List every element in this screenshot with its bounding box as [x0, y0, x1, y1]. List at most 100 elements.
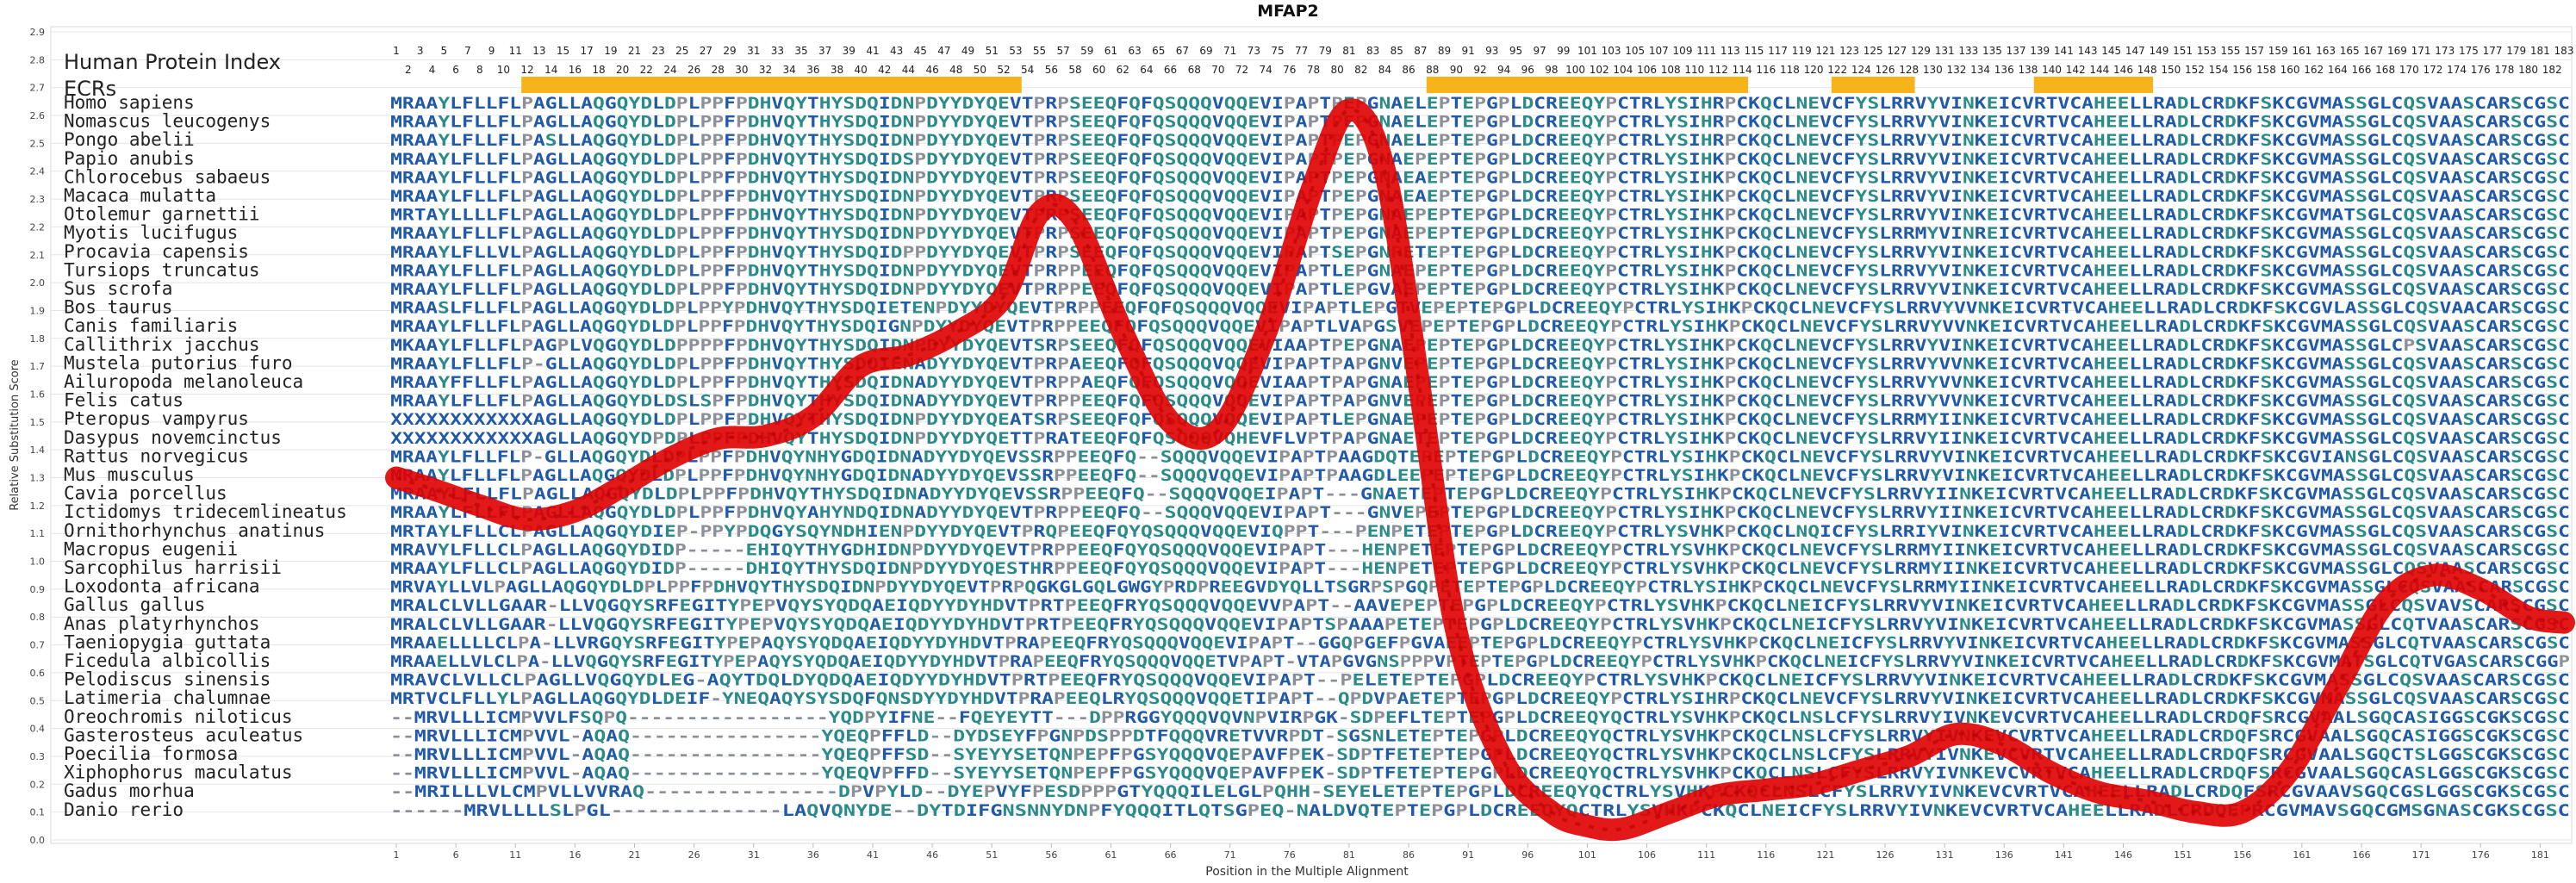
sequence-residues: QQE: [1219, 540, 1254, 559]
sequence-residues: A: [1391, 410, 1403, 429]
sequence-residues: AAA: [1348, 615, 1384, 634]
sequence-residues: L: [1510, 94, 1522, 113]
sequence-residues: Y: [1926, 336, 1938, 355]
sequence-residues: K: [1975, 150, 1987, 169]
sequence-residues: VT: [1006, 540, 1030, 559]
sequence-residues: CAR: [2474, 522, 2511, 541]
sequence-residues: P: [1474, 429, 1486, 448]
sequence-residues: S: [2461, 596, 2473, 615]
sequence-residues: P: [734, 299, 746, 318]
sequence-residues: V: [1683, 764, 1696, 783]
sequence-residues: HEE: [2094, 224, 2129, 243]
sequence-residues: E: [2001, 299, 2013, 318]
sequence-residues: F: [1387, 633, 1398, 652]
sequence-residues: DYYDYQE: [926, 187, 1010, 206]
sequence-residues: LCR: [2185, 596, 2222, 615]
y-tick-label: 0.7: [30, 640, 46, 651]
sequence-residues: H: [1701, 131, 1713, 150]
sequence-residues: YS: [1670, 708, 1693, 727]
sequence-residues: H: [1701, 392, 1713, 411]
sequence-residues: DYYDYQE: [926, 410, 1010, 429]
sequence-residues: PPP: [1080, 782, 1117, 801]
sequence-residues: P: [1355, 373, 1367, 392]
sequence-residues: QY: [783, 224, 807, 243]
sequence-row: MRALCLVLLGAAR - LLV Q G QYS RF E GIT Y P E P V QYSYQDQ…: [390, 615, 2570, 634]
sequence-residues: RF: [645, 633, 669, 652]
sequence-residues: DQ: [852, 447, 875, 466]
sequence-residues: K: [1975, 354, 1987, 373]
sequence-residues: PP: [1061, 485, 1085, 504]
sequence-residues: P: [1445, 466, 1457, 485]
sequence-residues: T: [744, 671, 756, 690]
sequence-residues: YS: [1839, 671, 1864, 690]
sequence-residues: S: [2412, 782, 2424, 801]
sequence-residues: QS: [2399, 671, 2424, 690]
sequence-residues: EQ: [1093, 373, 1117, 392]
sequence-residues: CTRL: [1617, 94, 1664, 113]
sequence-residues: CL: [1776, 447, 1800, 466]
sequence-residues: E: [1456, 764, 1468, 783]
sequence-residues: P: [1284, 392, 1296, 411]
sequence-residues: S: [2511, 243, 2523, 262]
sequence-residues: QQE: [1229, 485, 1265, 504]
sequence-residues: CK: [1763, 578, 1786, 597]
sequence-residues: S: [1385, 317, 1397, 336]
sequence-residues: P: [1291, 671, 1304, 690]
sequence-residues: P: [1462, 596, 1474, 615]
sequence-residues: QY: [783, 168, 807, 187]
sequence-residues: LCR: [2189, 336, 2225, 355]
sequence-residues: F: [724, 94, 736, 113]
sequence-residues: H: [1705, 466, 1717, 485]
sequence-residues: P: [1439, 150, 1451, 169]
sequence-residues: EEQY: [1563, 540, 1611, 559]
sequence-residues: L: [1510, 503, 1522, 522]
sequence-residues: P: [1034, 261, 1046, 280]
sequence-residues: IFG: [966, 801, 1003, 820]
sequence-residues: V: [1204, 615, 1216, 634]
sequence-residues: V: [771, 336, 783, 355]
sequence-residues: LLRA: [2129, 503, 2177, 522]
sequence-residues: S: [2460, 801, 2472, 820]
sequence-residues: T: [1319, 224, 1331, 243]
sequence-residues: -: [710, 689, 722, 708]
sequence-residues: Q: [1358, 801, 1370, 820]
sequence-residues: P: [1413, 671, 1425, 690]
sequence-residues: QQE: [1224, 150, 1260, 169]
sequence-residues: L: [652, 392, 664, 411]
sequence-residues: T: [1451, 131, 1463, 150]
sequence-residues: L: [652, 280, 664, 299]
sequence-residues: P: [1600, 485, 1612, 504]
sequence-residues: VCF: [1820, 113, 1855, 132]
sequence-residues: Y: [724, 522, 736, 541]
sequence-residues: QYQSQQQ: [1124, 540, 1207, 559]
sequence-residues: T: [1319, 243, 1331, 262]
sequence-residues: LCR: [2189, 280, 2225, 299]
sequence-residues: T: [1450, 410, 1462, 429]
sequence-residues: GLC: [2368, 466, 2404, 485]
sequence-residues: QYSYQDQ: [769, 652, 849, 671]
sequence-residues: D: [1510, 596, 1522, 615]
sequence-row: MRAA S LFLLFL P AGLLA Q G QYD L D P L PP Y P DH V QY T HYSD…: [390, 299, 2570, 318]
sequence-residues: EEQY: [1558, 261, 1606, 280]
sequence-residues: QS: [2404, 317, 2427, 336]
sequence-residues: GIT: [691, 596, 727, 615]
sequence-row: MKAA Y LFLLFL P AG P LV Q G QYD L D PPPP F P DH V QY T HYSD…: [390, 336, 2570, 355]
sequence-residues: P: [1057, 243, 1069, 262]
sequence-residues: RF: [656, 596, 680, 615]
sequence-residues: NE: [1795, 261, 1820, 280]
sequence-residues: QS: [2403, 410, 2427, 429]
human-index-number: 96: [1521, 64, 1534, 76]
sequence-residues: --: [390, 745, 414, 764]
sequence-residues: CAR: [2477, 633, 2512, 652]
sequence-residues: S: [2462, 336, 2474, 355]
sequence-residues: CTRL: [1622, 447, 1670, 466]
sequence-residues: G: [605, 131, 617, 150]
sequence-residues: Q: [593, 392, 605, 411]
sequence-residues: LRRV: [1879, 187, 1926, 206]
sequence-residues: P: [1331, 336, 1343, 355]
sequence-residues: IF: [687, 689, 710, 708]
sequence-residues: G: [1486, 373, 1498, 392]
sequence-residues: DN: [891, 131, 915, 150]
sequence-residues: S: [2511, 447, 2523, 466]
sequence-residues: F: [1160, 299, 1173, 318]
